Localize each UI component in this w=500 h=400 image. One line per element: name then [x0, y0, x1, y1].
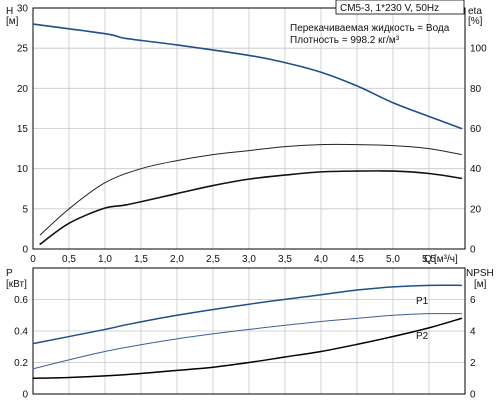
- x-tick-label: 4,0: [314, 254, 328, 265]
- x-tick-label: 2,5: [206, 254, 220, 265]
- x-tick-label: 0,5: [62, 254, 76, 265]
- top-series-group: [32, 23, 463, 245]
- top-left-axis-title: H: [6, 6, 13, 17]
- bottom-plot-frame: [32, 267, 466, 395]
- head-secondary-curve-line: [39, 170, 463, 245]
- top-left-tick-label: 15: [17, 124, 29, 135]
- bottom-left-tick-label: 0.4: [14, 327, 28, 338]
- head-curve-line: [32, 23, 463, 130]
- series-label-p2: P2: [416, 331, 429, 342]
- top-right-tick-label: 20: [470, 204, 482, 215]
- x-axis-ticks: 0 0,5 1,0 1,5 2,0 2,5 3,0 3,5 4,0 4,5 5,0 5,5: [30, 254, 436, 265]
- top-plot-frame: [32, 7, 466, 250]
- top-left-axis-unit: [м]: [6, 16, 19, 27]
- npsh-curve-line: [32, 317, 463, 379]
- top-left-tick-label: 10: [17, 164, 29, 175]
- bottom-right-tick-label: 4: [470, 327, 476, 338]
- top-right-tick-label: 100: [470, 44, 487, 55]
- x-tick-label: 4,5: [350, 254, 364, 265]
- bottom-left-tick-label: 0.6: [14, 295, 28, 306]
- density-text: Плотность = 998.2 кг/м³: [290, 35, 400, 46]
- x-axis-title: Q: [424, 254, 432, 265]
- bottom-right-axis-unit: [м]: [474, 279, 487, 290]
- top-left-tick-label: 25: [17, 44, 29, 55]
- x-tick-label: 3,5: [278, 254, 292, 265]
- top-left-tick-label: 30: [17, 4, 29, 15]
- bottom-left-tick-label: 0: [22, 390, 28, 400]
- efficiency-curve-line: [39, 143, 462, 236]
- top-right-tick-label: 60: [470, 124, 482, 135]
- top-right-tick-label: 0: [470, 245, 476, 256]
- top-right-tick-label: 40: [470, 164, 482, 175]
- top-left-tick-label: 20: [17, 84, 29, 95]
- x-tick-label: 1,5: [134, 254, 148, 265]
- x-tick-label: 1,0: [98, 254, 112, 265]
- x-tick-label: 2,0: [170, 254, 184, 265]
- x-axis-unit: [м³/ч]: [434, 254, 458, 265]
- x-tick-label: 3,0: [242, 254, 256, 265]
- series-label-p1: P1: [416, 296, 429, 307]
- bottom-left-axis-ticks: 0 0.2 0.4 0.6: [14, 295, 28, 400]
- bottom-left-axis-unit: [кВт]: [6, 279, 27, 290]
- bottom-series-group: [32, 284, 463, 379]
- bottom-right-axis-title: NPSH: [466, 268, 494, 279]
- top-right-axis-unit: [%]: [468, 16, 483, 27]
- bottom-right-axis-ticks: 0 2 4 6: [470, 295, 476, 400]
- bottom-left-tick-label: 0.2: [14, 358, 28, 369]
- top-right-axis-title: eta: [468, 6, 482, 17]
- top-grid: [33, 8, 465, 249]
- top-left-tick-label: 0: [22, 245, 28, 256]
- top-right-tick-label: 80: [470, 84, 482, 95]
- p1-power-curve-line: [32, 284, 463, 345]
- bottom-left-axis-title: P: [6, 268, 13, 279]
- x-tick-label: 5,0: [386, 254, 400, 265]
- p2-power-curve-line: [32, 313, 462, 370]
- bottom-right-tick-label: 0: [470, 390, 476, 400]
- top-right-axis-ticks: 0 20 40 60 80 100: [470, 44, 487, 256]
- x-tick-label: 5,5: [422, 254, 436, 265]
- model-box: [335, 0, 465, 15]
- x-tick-label: 0: [30, 254, 36, 265]
- liquid-text: Перекачиваемая жидкость = Вода: [290, 23, 450, 34]
- model-text: CM5-3, 1*230 V, 50Hz: [340, 3, 439, 14]
- bottom-right-tick-label: 6: [470, 295, 476, 306]
- bottom-right-tick-label: 2: [470, 358, 476, 369]
- top-left-axis-ticks: 0 5 10 15 20 25 30: [17, 4, 29, 256]
- top-left-tick-label: 5: [22, 204, 28, 215]
